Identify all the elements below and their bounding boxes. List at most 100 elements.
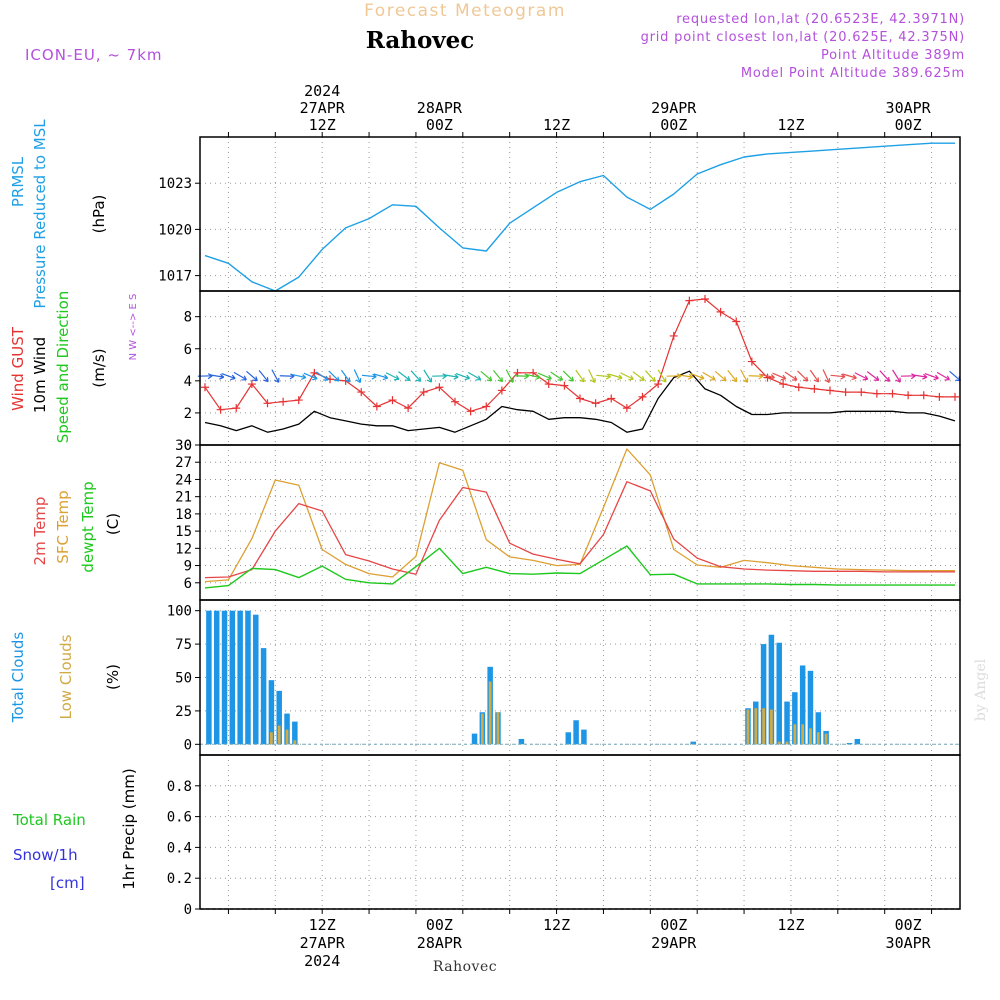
wind-arrow-shaft: [537, 372, 552, 381]
total-cloud-bar: [846, 742, 853, 745]
x-bottom-label: 00Z: [426, 916, 453, 934]
low-cloud-bar: [285, 729, 289, 745]
wind-arrow: [924, 373, 939, 381]
wind-arrow: [879, 370, 891, 382]
x-top-label: 27APR: [300, 99, 346, 117]
wind-arrow-shaft: [879, 370, 891, 382]
wind-arrow: [936, 371, 951, 381]
panel-frame-2: [199, 444, 961, 601]
wind-arrow-shaft: [209, 373, 225, 380]
pressure-unit: (hPa): [90, 195, 108, 234]
panel-frame-0: [199, 136, 961, 292]
wind-arrow: [760, 373, 775, 380]
y-tick-label: 8: [184, 310, 192, 326]
wind-arrow-shaft: [620, 372, 634, 381]
wind-arrow-shaft: [246, 370, 258, 382]
x-bottom-label: 12Z: [777, 916, 804, 934]
x-top-label: 12Z: [777, 116, 804, 134]
wind-arrow-shaft: [608, 373, 623, 381]
wind-arrow: [620, 372, 634, 381]
wind-unit: (m/s): [90, 348, 108, 387]
y-tick-label: 0.4: [167, 840, 192, 856]
low-cloud-bar: [754, 708, 758, 745]
wind-arrow: [410, 370, 422, 382]
clouds-unit: (%): [104, 664, 122, 690]
total-cloud-bar: [221, 610, 228, 745]
x-top-label: 00Z: [426, 116, 453, 134]
wind-arrow-shaft: [505, 369, 514, 383]
chart-title: Forecast Meteogram: [364, 1, 566, 21]
total-cloud-bar: [471, 733, 478, 745]
wind-arrow: [340, 369, 351, 383]
low-cloud-bar: [785, 741, 789, 745]
wind-arrow-shaft: [385, 372, 400, 381]
gust-marker: [247, 380, 256, 389]
wind-arrow-shaft: [866, 371, 880, 381]
plot-layer: [197, 142, 962, 910]
sfc-temp-line: [204, 448, 955, 583]
gust-marker: [716, 307, 725, 316]
credit-watermark: by Angel: [973, 658, 989, 721]
location-title: Rahovec: [366, 27, 475, 54]
wind-arrow: [740, 369, 749, 383]
wind-arrow: [493, 370, 504, 383]
total-cloud-bar: [292, 721, 298, 745]
wind-arrow-shaft: [291, 373, 307, 380]
wind-arrow: [866, 371, 880, 381]
total-cloud-bar: [237, 610, 243, 745]
wind-arrow-shaft: [353, 369, 362, 384]
wind-arrow: [608, 373, 623, 381]
low-cloud-bar: [793, 724, 797, 745]
gust-marker: [622, 404, 631, 413]
wind-arrow: [246, 370, 258, 382]
x-bottom-label: 12Z: [309, 916, 336, 934]
total-cloud-bar: [229, 610, 236, 745]
wind-arrow: [657, 369, 667, 383]
wind-speed-dir-label: Speed and Direction: [54, 291, 72, 444]
wind-arrow-shaft: [423, 369, 433, 383]
y-tick-label: 4: [184, 374, 192, 390]
gust-marker: [482, 402, 491, 411]
temp-dewpt-label: dewpt Temp: [79, 481, 97, 572]
wind-arrow-shaft: [303, 372, 318, 381]
panel-frame-1: [199, 290, 961, 446]
gust-marker: [357, 388, 366, 397]
wind-arrow-shaft: [809, 369, 820, 383]
low-cloud-bar: [277, 725, 281, 745]
wind-arrow: [328, 370, 340, 382]
gust-marker: [544, 380, 553, 389]
total-cloud-bar: [268, 680, 275, 745]
wind-arrow-shaft: [936, 371, 951, 381]
gust-marker: [591, 399, 600, 408]
total-cloud-bar: [253, 614, 259, 745]
wind-arrow-shaft: [328, 370, 340, 382]
gust-marker: [810, 384, 819, 393]
gust-marker: [888, 389, 897, 398]
pressure-line: [204, 142, 955, 292]
total-clouds-label: Total Clouds: [9, 632, 27, 724]
wind-arrow: [233, 371, 247, 381]
low-cloud-bar: [824, 733, 828, 745]
y-tick-label: 75: [175, 637, 192, 653]
wind-arrow-shaft: [900, 373, 916, 380]
total-cloud-bar: [284, 713, 290, 745]
low-cloud-bar: [770, 709, 773, 745]
gust-marker: [294, 396, 303, 405]
gust-marker: [935, 392, 944, 401]
wind-arrow: [830, 373, 846, 380]
temp-2m-line: [204, 481, 955, 579]
total-cloud-bar: [213, 610, 220, 745]
y-tick-label: 1020: [158, 222, 192, 238]
y-tick-label: 2: [184, 406, 192, 422]
gust-marker: [419, 388, 428, 397]
gust-marker: [372, 402, 381, 411]
wind-arrow-shaft: [443, 373, 459, 380]
y-tick-label: 50: [175, 671, 192, 687]
wind-arrow: [550, 371, 564, 381]
total-cloud-bar: [690, 741, 697, 745]
wind-arrow: [854, 372, 869, 381]
wind-arrow-shaft: [410, 370, 422, 382]
gust-marker: [732, 317, 741, 326]
wind-gust-label: Wind GUST: [9, 326, 27, 411]
wind-arrow: [432, 373, 447, 380]
